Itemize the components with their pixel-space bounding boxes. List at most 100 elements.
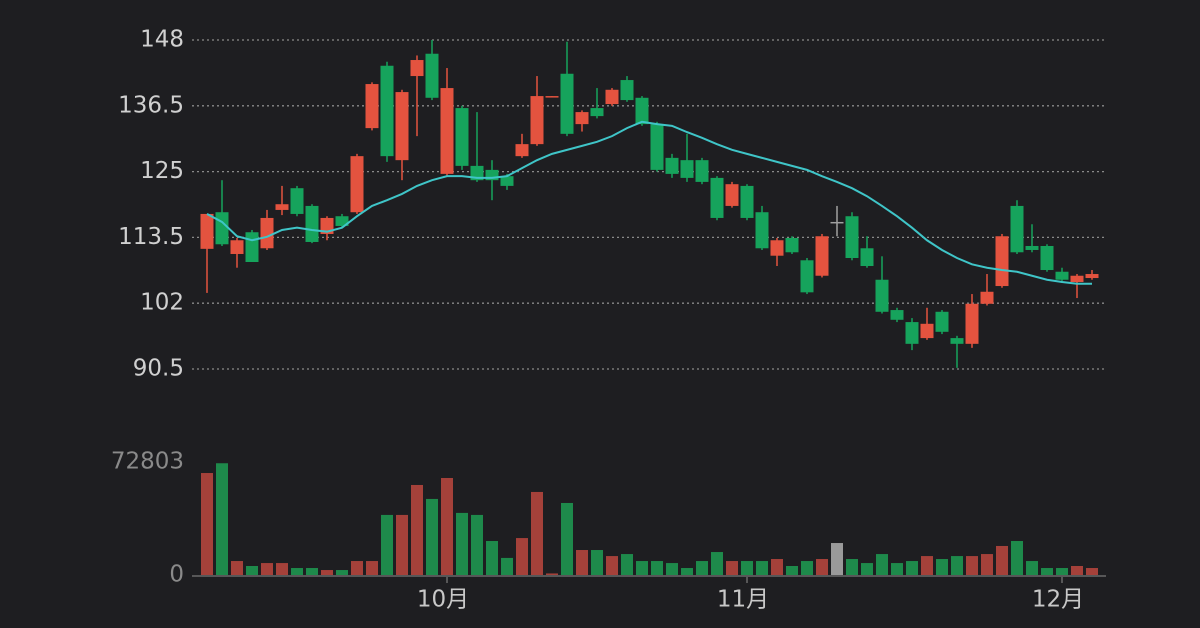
candle-body (230, 240, 244, 254)
candle-body (200, 213, 214, 249)
volume-bar (561, 502, 573, 575)
candle-body (950, 338, 964, 344)
candle-body (665, 157, 679, 174)
candle-body (695, 160, 709, 182)
volume-bar (846, 559, 858, 575)
candle-body (620, 80, 634, 101)
candle-body (305, 205, 319, 242)
candle-body (1085, 274, 1099, 279)
candle-body (1010, 205, 1024, 253)
candle-body (860, 248, 874, 267)
candle-body (785, 237, 799, 253)
volume-bar (426, 498, 438, 575)
volume-bar (876, 554, 888, 575)
candle-body (635, 97, 649, 125)
candle-body (875, 279, 889, 312)
candle-body (455, 108, 469, 166)
candle-body (290, 188, 304, 214)
candle-body (410, 60, 424, 77)
candle-body (1040, 245, 1054, 271)
volume-bar (711, 552, 723, 575)
candle-body (1055, 271, 1069, 280)
candle-body (365, 84, 379, 129)
volume-bar (966, 556, 978, 575)
volume-bar (351, 561, 363, 575)
candle-body (995, 236, 1009, 287)
y-tick-label: 125 (140, 158, 184, 184)
candle-body (515, 144, 529, 157)
volume-bar (381, 514, 393, 575)
volume-bar (1041, 568, 1053, 575)
candle-body (815, 236, 829, 276)
volume-bar (801, 561, 813, 575)
candle-body (830, 221, 844, 224)
y-tick-label: 113.5 (118, 224, 184, 250)
volume-bar (546, 573, 558, 575)
candle-body (920, 323, 934, 339)
volume-bar (621, 554, 633, 575)
candle-body (485, 169, 499, 181)
volume-bar (366, 561, 378, 575)
volume-bar (321, 570, 333, 575)
candle-body (215, 212, 229, 245)
candle-body (650, 124, 664, 170)
volume-bar (231, 561, 243, 575)
candle-body (350, 156, 364, 213)
candle-body (530, 96, 544, 145)
volume-bar (576, 550, 588, 575)
candle-body (545, 96, 559, 98)
volume-bar (981, 554, 993, 575)
volume-bar (441, 477, 453, 575)
volume-bar (756, 561, 768, 575)
volume-bar (471, 514, 483, 575)
volume-bar (1071, 565, 1083, 575)
volume-bar (456, 512, 468, 575)
volume-bar (651, 561, 663, 575)
volume-bar (771, 559, 783, 575)
x-tick-label: 10月 (417, 587, 469, 613)
volume-bar (696, 561, 708, 575)
volume-bar (201, 473, 213, 575)
candle-body (965, 303, 979, 344)
volume-bar (246, 565, 258, 575)
candle-body (905, 322, 919, 344)
volume-tick-label: 0 (169, 562, 184, 588)
candle-body (845, 216, 859, 258)
volume-bar (516, 538, 528, 575)
volume-bar (411, 484, 423, 575)
volume-bar (666, 563, 678, 575)
volume-bar (336, 570, 348, 575)
volume-bar (531, 491, 543, 575)
volume-bar (1011, 541, 1023, 575)
volume-tick-label: 72803 (111, 449, 184, 475)
candle-body (440, 88, 454, 174)
volume-bar (726, 561, 738, 575)
volume-bar (681, 568, 693, 575)
candle-body (590, 108, 604, 117)
volume-bar (591, 550, 603, 575)
volume-bar (396, 514, 408, 575)
volume-bar (216, 463, 228, 575)
volume-bar (786, 565, 798, 575)
volume-bar (861, 563, 873, 575)
x-tick-label: 12月 (1032, 587, 1084, 613)
volume-bar (936, 559, 948, 575)
candle-body (395, 92, 409, 161)
volume-bar (951, 556, 963, 575)
y-tick-label: 102 (140, 290, 184, 316)
volume-bar (1056, 568, 1068, 575)
candle-body (755, 212, 769, 249)
candle-body (335, 216, 349, 226)
y-tick-label: 136.5 (118, 92, 184, 118)
volume-bar (606, 556, 618, 575)
candle-body (275, 204, 289, 210)
volume-bar (276, 563, 288, 575)
candle-body (1025, 245, 1039, 250)
volume-bar (996, 545, 1008, 575)
candle-body (1070, 275, 1084, 283)
candle-body (740, 185, 754, 218)
candle-body (935, 311, 949, 332)
